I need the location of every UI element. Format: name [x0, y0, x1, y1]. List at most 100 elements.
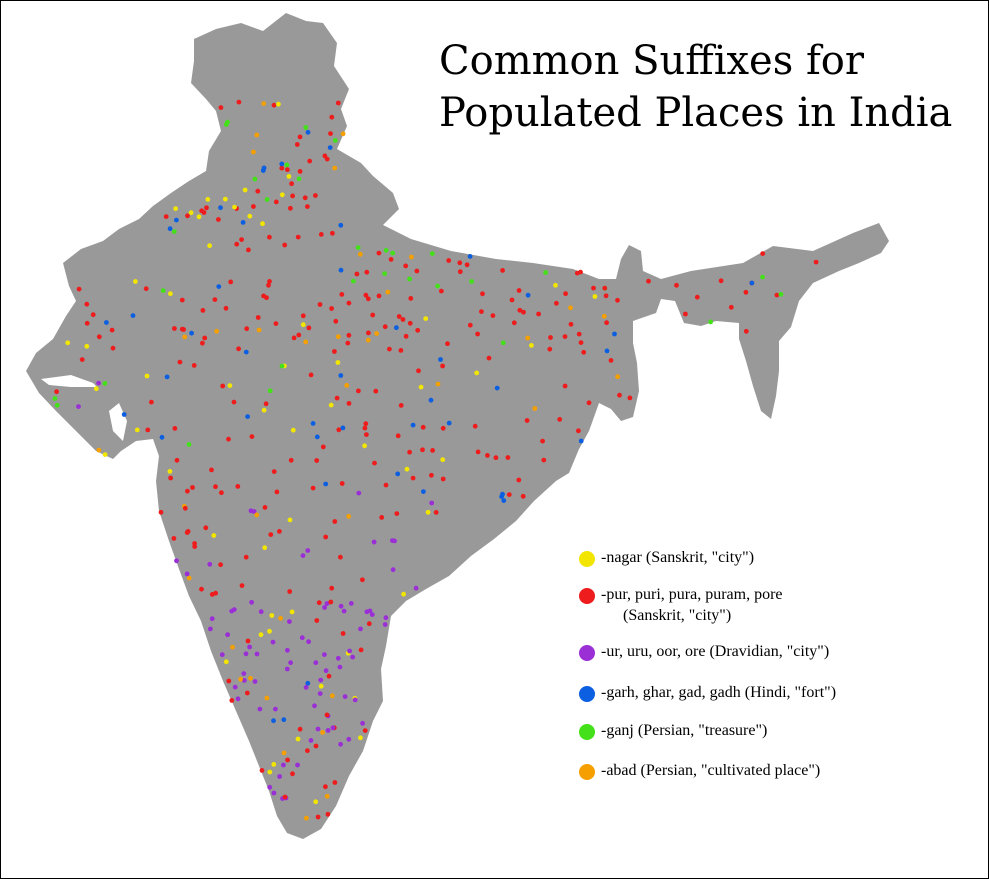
place-marker-ur-416: [337, 664, 343, 670]
place-marker-abad-23: [261, 101, 267, 106]
place-marker-pur-164: [96, 334, 102, 340]
place-marker-pur-223: [317, 302, 323, 307]
place-marker-abad-118: [365, 337, 371, 343]
place-marker-pur-311: [395, 433, 401, 439]
place-marker-ur-484: [287, 619, 292, 624]
place-marker-pur-8: [273, 199, 279, 205]
place-marker-pur-64: [294, 142, 300, 147]
place-marker-pur-277: [547, 346, 553, 352]
place-marker-ur-471: [284, 666, 290, 672]
place-marker-ganj-90: [351, 278, 356, 284]
india-mainland: [26, 13, 889, 839]
place-marker-pur-72: [246, 247, 251, 253]
place-marker-pur-87: [479, 309, 484, 314]
place-marker-pur-44: [329, 114, 335, 120]
place-marker-pur-299: [493, 455, 499, 461]
place-marker-pur-59: [218, 105, 224, 110]
place-marker-pur-325: [213, 484, 218, 490]
place-marker-garh-172: [243, 349, 249, 355]
place-marker-pur-412: [314, 618, 320, 623]
place-marker-garh-335: [323, 481, 329, 487]
place-marker-pur-221: [84, 301, 90, 307]
place-marker-garh-504: [749, 280, 755, 286]
place-marker-pur-155: [346, 300, 352, 306]
place-marker-ur-388: [348, 601, 354, 606]
place-marker-nagar-6: [196, 214, 202, 220]
place-marker-pur-22: [267, 234, 272, 240]
places-layer: [52, 99, 819, 821]
place-marker-pur-503: [646, 278, 651, 284]
place-marker-ur-461: [330, 725, 336, 731]
place-marker-pur-367: [323, 534, 329, 540]
place-marker-pur-139: [511, 320, 517, 326]
place-marker-pur-143: [414, 268, 420, 274]
place-marker-pur-163: [228, 279, 234, 285]
place-marker-pur-294: [576, 428, 581, 434]
place-marker-nagar-60: [232, 204, 237, 210]
place-marker-pur-110: [388, 257, 394, 262]
place-marker-ganj-43: [171, 229, 177, 235]
place-marker-nagar-229: [300, 322, 306, 328]
place-marker-pur-176: [177, 359, 183, 365]
place-marker-pur-355: [268, 532, 274, 537]
place-marker-nagar-324: [425, 509, 431, 515]
place-marker-pur-54: [185, 213, 190, 219]
place-marker-pur-252: [181, 327, 187, 332]
place-marker-pur-197: [320, 444, 326, 450]
place-marker-nagar-358: [404, 466, 410, 472]
place-marker-pur-254: [236, 346, 242, 352]
place-marker-nagar-233: [261, 407, 267, 413]
place-marker-pur-225: [109, 327, 115, 333]
place-marker-pur-241: [179, 297, 185, 303]
place-marker-pur-369: [440, 476, 446, 482]
place-marker-nagar-293: [474, 370, 480, 376]
place-marker-ur-432: [235, 696, 241, 702]
place-marker-ur-352: [184, 571, 190, 577]
place-marker-nagar-181: [227, 383, 233, 388]
place-marker-pur-360: [218, 562, 224, 568]
place-marker-ganj-218: [186, 442, 192, 447]
place-marker-garh-191: [104, 320, 109, 325]
place-marker-pur-149: [376, 293, 382, 299]
place-marker-ur-419: [273, 706, 278, 712]
place-marker-garh-213: [189, 330, 195, 336]
legend-label-pur-line2: (Sanskrit, "city"): [623, 607, 732, 624]
place-marker-ur-434: [322, 605, 327, 610]
place-marker-ur-395: [299, 635, 305, 641]
place-marker-nagar-202: [144, 373, 150, 379]
place-marker-pur-340: [262, 505, 268, 510]
place-marker-nagar-332: [167, 469, 173, 474]
place-marker-pur-147: [576, 331, 582, 337]
place-marker-nagar-39: [188, 210, 194, 216]
place-marker-pur-509: [743, 328, 749, 334]
place-marker-pur-29: [302, 195, 308, 201]
place-marker-pur-356: [274, 489, 280, 495]
place-marker-pur-177: [54, 389, 59, 395]
place-marker-ur-464: [295, 762, 300, 768]
place-marker-pur-165: [226, 436, 231, 442]
place-marker-pur-111: [464, 262, 470, 268]
place-marker-pur-288: [372, 460, 377, 466]
place-marker-pur-328: [338, 554, 343, 560]
place-marker-pur-292: [363, 421, 369, 427]
place-marker-pur-273: [608, 358, 614, 363]
place-marker-pur-285: [440, 425, 446, 431]
place-marker-nagar-248: [290, 427, 296, 433]
place-marker-pur-290: [581, 349, 587, 355]
place-marker-garh-170: [164, 374, 170, 380]
place-marker-ganj-168: [54, 402, 60, 408]
place-marker-ur-384: [225, 632, 231, 638]
place-marker-garh-280: [438, 357, 443, 362]
place-marker-pur-124: [363, 292, 369, 298]
place-marker-pur-116: [521, 309, 526, 315]
place-marker-abad-413: [264, 695, 270, 701]
place-marker-pur-451: [340, 631, 346, 636]
place-marker-pur-49: [282, 242, 288, 248]
place-marker-ur-411: [232, 684, 238, 690]
place-marker-pur-195: [143, 286, 149, 292]
place-marker-pur-167: [145, 427, 151, 433]
place-marker-ur-492: [338, 741, 343, 747]
place-marker-nagar-307: [362, 443, 367, 449]
place-marker-abad-67: [254, 132, 260, 138]
